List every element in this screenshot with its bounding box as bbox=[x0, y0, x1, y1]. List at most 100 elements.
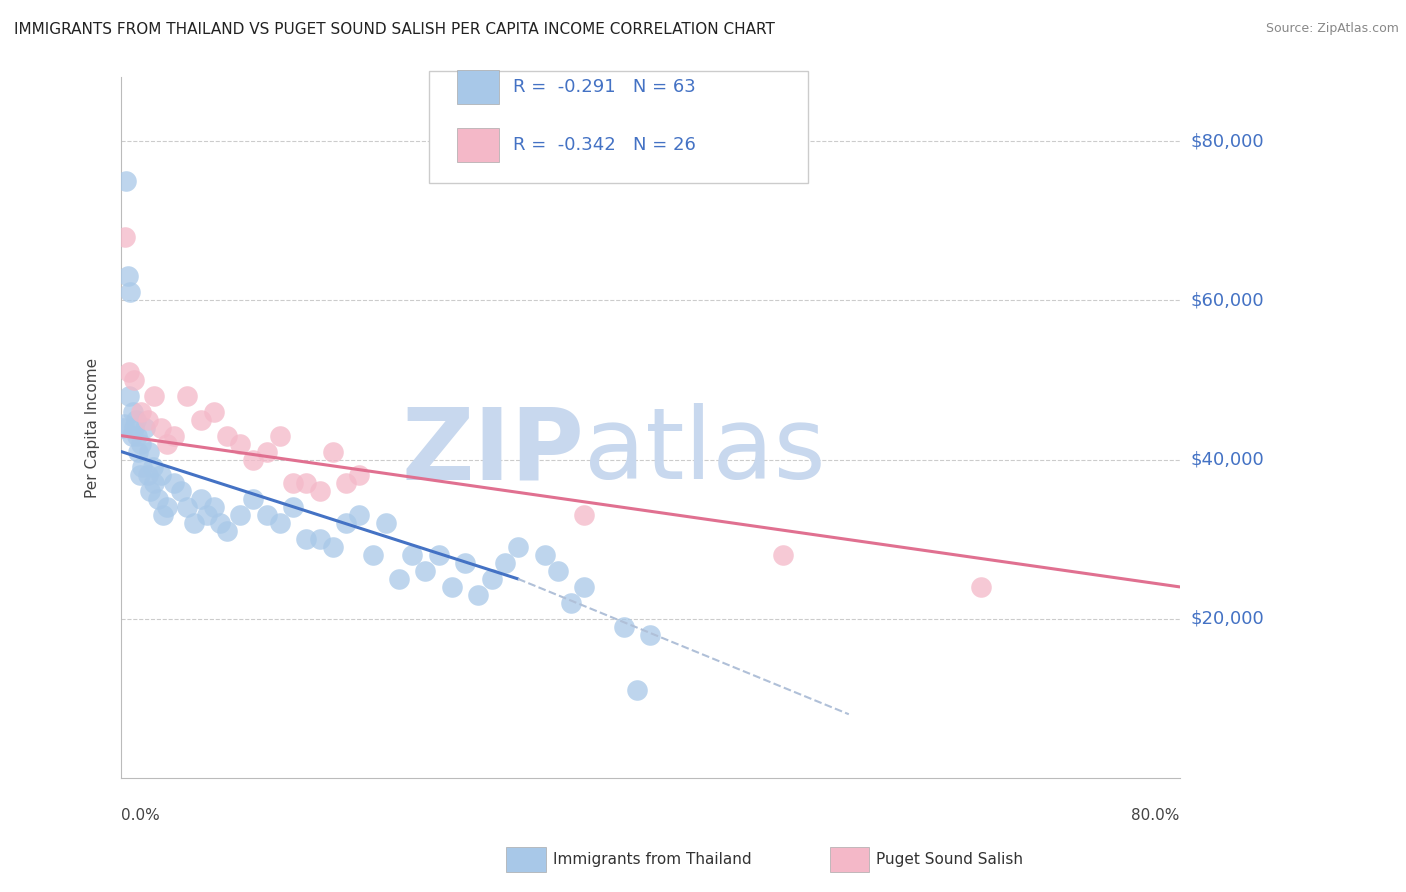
Text: $20,000: $20,000 bbox=[1191, 610, 1264, 628]
Point bbox=[114, 229, 136, 244]
Point bbox=[626, 683, 648, 698]
Point bbox=[256, 508, 278, 523]
Point bbox=[149, 468, 172, 483]
Point bbox=[349, 508, 371, 523]
Point bbox=[574, 580, 596, 594]
Point bbox=[229, 508, 252, 523]
Point bbox=[112, 417, 135, 431]
Point bbox=[506, 540, 529, 554]
Point bbox=[136, 468, 159, 483]
Point bbox=[295, 532, 318, 546]
Text: Immigrants from Thailand: Immigrants from Thailand bbox=[553, 853, 751, 867]
Text: R =  -0.342   N = 26: R = -0.342 N = 26 bbox=[513, 136, 696, 154]
Point bbox=[215, 524, 238, 538]
Point bbox=[143, 389, 166, 403]
Point bbox=[308, 484, 330, 499]
Point bbox=[335, 516, 357, 531]
Point bbox=[415, 564, 437, 578]
Point bbox=[269, 516, 291, 531]
Point bbox=[322, 540, 344, 554]
Point bbox=[209, 516, 232, 531]
Point bbox=[970, 580, 993, 594]
Point bbox=[533, 548, 555, 562]
Point bbox=[281, 476, 304, 491]
Point bbox=[308, 532, 330, 546]
Point bbox=[125, 413, 148, 427]
Point bbox=[115, 174, 138, 188]
Point bbox=[183, 516, 205, 531]
Point bbox=[202, 405, 225, 419]
Point bbox=[322, 444, 344, 458]
Point bbox=[152, 508, 174, 523]
Point bbox=[195, 508, 218, 523]
Point bbox=[613, 620, 636, 634]
Point bbox=[170, 484, 193, 499]
Point bbox=[772, 548, 794, 562]
Point bbox=[269, 428, 291, 442]
Text: IMMIGRANTS FROM THAILAND VS PUGET SOUND SALISH PER CAPITA INCOME CORRELATION CHA: IMMIGRANTS FROM THAILAND VS PUGET SOUND … bbox=[14, 22, 775, 37]
Point bbox=[467, 588, 489, 602]
Point bbox=[120, 285, 142, 300]
Point bbox=[138, 444, 160, 458]
Point bbox=[454, 556, 477, 570]
Point bbox=[112, 420, 135, 434]
Point bbox=[156, 436, 179, 450]
Point bbox=[190, 413, 212, 427]
Point bbox=[349, 468, 371, 483]
Point bbox=[176, 389, 198, 403]
Text: Source: ZipAtlas.com: Source: ZipAtlas.com bbox=[1265, 22, 1399, 36]
Point bbox=[560, 596, 582, 610]
Point bbox=[374, 516, 396, 531]
Point bbox=[131, 460, 153, 475]
Point bbox=[361, 548, 384, 562]
Point bbox=[124, 420, 146, 434]
Point bbox=[149, 420, 172, 434]
Point bbox=[256, 444, 278, 458]
Point bbox=[128, 468, 150, 483]
Point bbox=[134, 420, 156, 434]
Point bbox=[335, 476, 357, 491]
Text: Puget Sound Salish: Puget Sound Salish bbox=[876, 853, 1024, 867]
Point bbox=[124, 373, 146, 387]
Point bbox=[481, 572, 503, 586]
Point bbox=[242, 452, 264, 467]
Point bbox=[125, 428, 148, 442]
Point bbox=[176, 500, 198, 515]
Point bbox=[574, 508, 596, 523]
Text: $60,000: $60,000 bbox=[1191, 292, 1264, 310]
Point bbox=[640, 627, 662, 641]
Point bbox=[127, 444, 149, 458]
Point bbox=[547, 564, 569, 578]
Y-axis label: Per Capita Income: Per Capita Income bbox=[86, 358, 100, 498]
Point bbox=[143, 476, 166, 491]
Text: atlas: atlas bbox=[585, 403, 825, 500]
Point bbox=[494, 556, 516, 570]
Point bbox=[136, 413, 159, 427]
Point bbox=[142, 460, 165, 475]
Point bbox=[121, 428, 143, 442]
Point bbox=[190, 492, 212, 507]
Text: R =  -0.291   N = 63: R = -0.291 N = 63 bbox=[513, 78, 696, 96]
Point bbox=[401, 548, 423, 562]
Point bbox=[122, 405, 145, 419]
Point bbox=[388, 572, 411, 586]
Text: 0.0%: 0.0% bbox=[121, 808, 160, 823]
Point bbox=[440, 580, 463, 594]
Point bbox=[118, 365, 141, 379]
Text: $80,000: $80,000 bbox=[1191, 132, 1264, 150]
Point bbox=[139, 484, 162, 499]
Text: $40,000: $40,000 bbox=[1191, 450, 1264, 468]
Point bbox=[163, 476, 186, 491]
Point bbox=[156, 500, 179, 515]
Text: 80.0%: 80.0% bbox=[1132, 808, 1180, 823]
Point bbox=[117, 269, 139, 284]
Text: ZIP: ZIP bbox=[401, 403, 585, 500]
Point bbox=[163, 428, 186, 442]
Point bbox=[129, 405, 152, 419]
Point bbox=[215, 428, 238, 442]
Point bbox=[281, 500, 304, 515]
Point bbox=[242, 492, 264, 507]
Point bbox=[118, 389, 141, 403]
Point bbox=[229, 436, 252, 450]
Point bbox=[295, 476, 318, 491]
